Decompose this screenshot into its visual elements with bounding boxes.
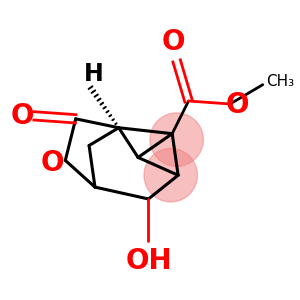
- Circle shape: [150, 113, 203, 166]
- Text: CH₃: CH₃: [266, 74, 294, 89]
- Text: H: H: [84, 62, 103, 86]
- Text: O: O: [11, 102, 34, 130]
- Text: O: O: [162, 28, 185, 56]
- Text: OH: OH: [125, 247, 172, 275]
- Text: O: O: [40, 149, 64, 177]
- Circle shape: [144, 148, 197, 202]
- Text: O: O: [226, 92, 249, 119]
